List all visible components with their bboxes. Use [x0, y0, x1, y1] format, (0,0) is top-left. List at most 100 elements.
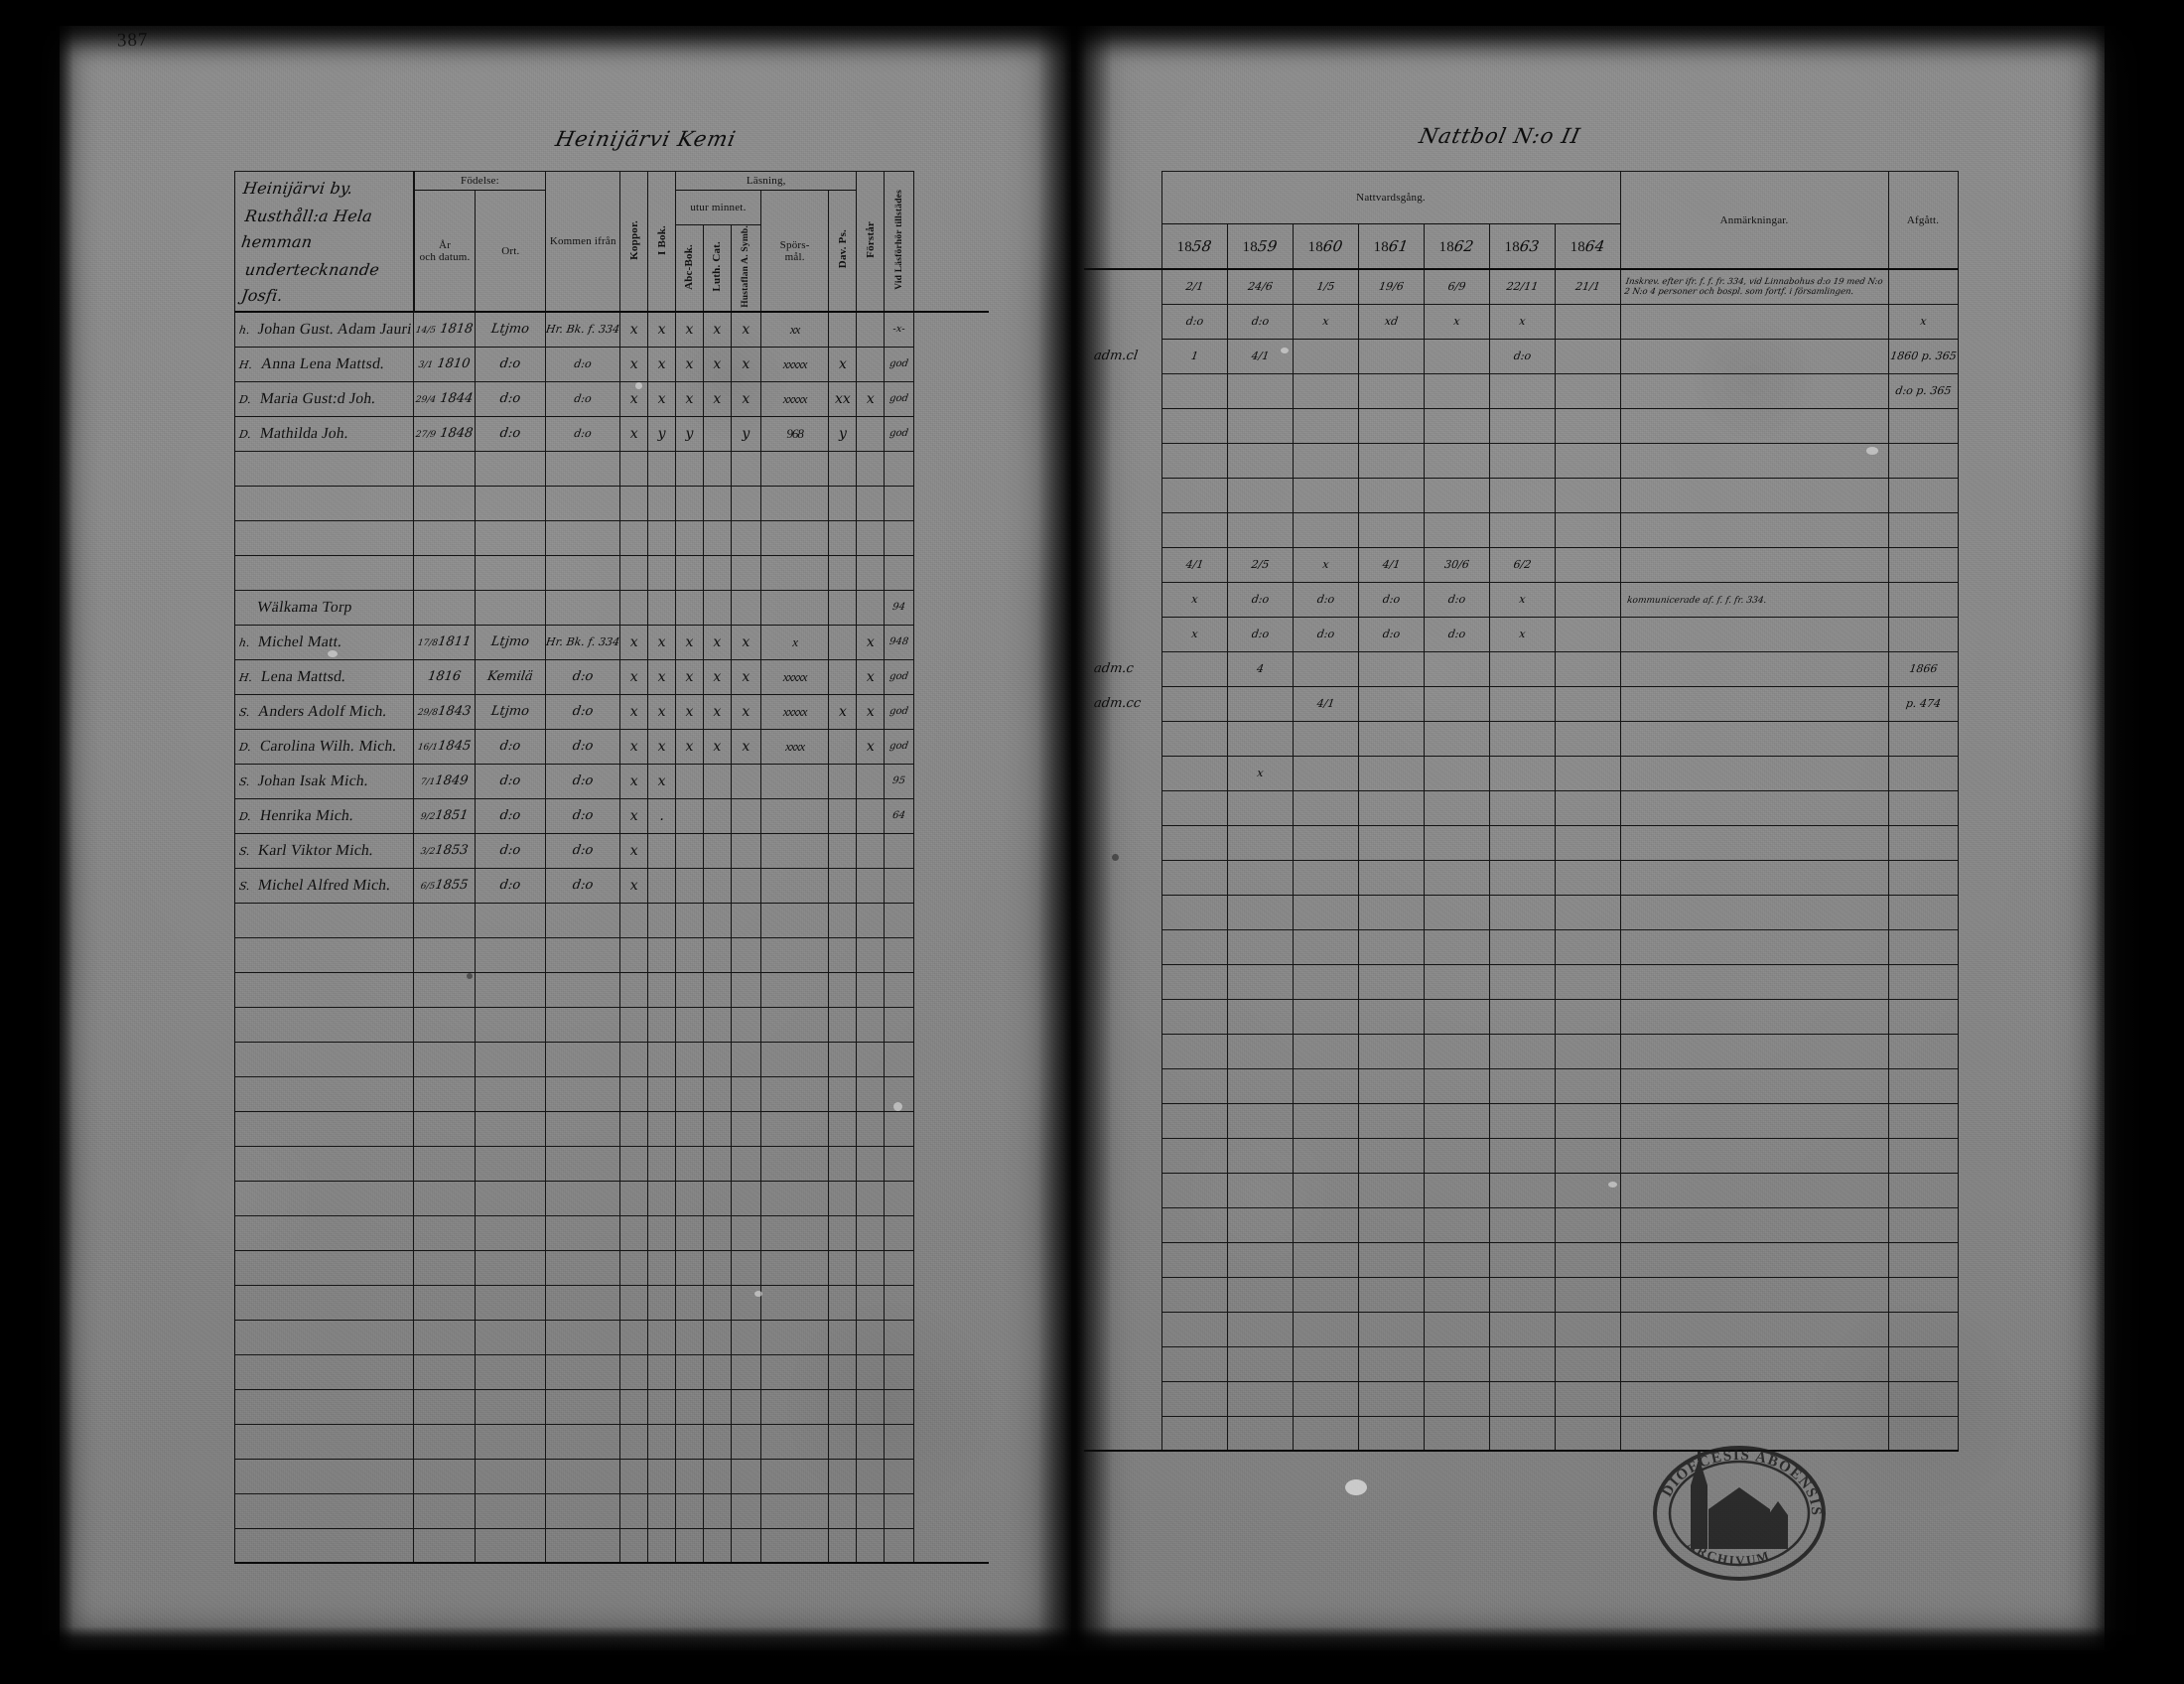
davps-cell: [828, 728, 858, 765]
communion-cell: [1554, 650, 1621, 687]
communion-cell: [1226, 928, 1294, 965]
sporsmal-cell: [759, 554, 830, 591]
hustaflan-cell: x: [730, 380, 761, 417]
communion-cell: [1357, 372, 1425, 409]
hustaflan-cell: [730, 797, 761, 834]
table-row: S. Karl Viktor Mich. 3/21853 d:o d:o x: [233, 832, 990, 869]
remarks-cell: [1619, 963, 1889, 1000]
davps-cell: x: [828, 693, 858, 730]
communion-cell: [1423, 1276, 1490, 1313]
catechism-cell: x: [702, 380, 732, 417]
birth-date-cell: 9/21851: [413, 797, 477, 834]
communion-cell: d:o: [1488, 338, 1556, 374]
communion-cell: [1357, 511, 1425, 548]
communion-cell: [1226, 1172, 1294, 1208]
smallpox-cell: x: [619, 832, 649, 869]
communion-cell: [1554, 1102, 1621, 1139]
abcbok-cell: y: [675, 415, 704, 452]
communion-cell: [1423, 650, 1490, 687]
ibok-cell: x: [647, 658, 677, 695]
ibok-cell: [647, 450, 677, 487]
departed-cell: [1887, 442, 1959, 479]
communion-cell: [1423, 1102, 1490, 1139]
hustaflan-cell: x: [730, 624, 761, 660]
communion-cell: [1357, 1206, 1425, 1243]
birth-place-cell: Ltjmo: [475, 311, 547, 348]
forstar-cell: x: [856, 624, 886, 660]
person-name-cell: [233, 1527, 415, 1564]
communion-cell: [1488, 1137, 1556, 1174]
remarks-column-header: Anmärkningar.: [1619, 171, 1889, 270]
year-column-header-1859: 1859: [1226, 223, 1294, 270]
remarks-cell: [1619, 372, 1889, 409]
abcbok-cell: [675, 867, 704, 904]
remarks-cell: [1619, 442, 1889, 479]
communion-cell: [1423, 998, 1490, 1035]
remarks-cell: [1619, 546, 1889, 583]
hustaflan-cell: y: [730, 415, 761, 452]
person-name-cell: H. Lena Mattsd.: [233, 658, 415, 695]
birth-date-cell: 6/51855: [413, 867, 477, 904]
person-name-cell: [233, 1214, 415, 1251]
hustaflan-cell: [730, 450, 761, 487]
birth-place-cell: d:o: [475, 415, 547, 452]
communion-cell: 6/2: [1488, 546, 1556, 583]
dust-speck: [328, 650, 338, 657]
remarks-cell: [1619, 1380, 1889, 1417]
departed-cell: [1887, 1102, 1959, 1139]
household-title-row: Wälkama Torp 94: [233, 589, 990, 626]
departed-cell: [1887, 511, 1959, 548]
communion-cell: [1226, 894, 1294, 930]
smallpox-cell: [619, 519, 649, 556]
communion-cell: x: [1292, 303, 1359, 340]
communion-cell: [1357, 650, 1425, 687]
communion-cell: [1226, 963, 1294, 1000]
from-cell: d:o: [545, 728, 621, 765]
communion-cell: [1357, 338, 1425, 374]
communion-cell: [1488, 1311, 1556, 1347]
table-row: [233, 1388, 990, 1425]
left-note-cell: [1084, 1277, 1162, 1312]
communion-cell: [1292, 1206, 1359, 1243]
attendance-cell: -x-: [884, 311, 915, 348]
communion-cell: [1423, 720, 1490, 757]
communion-cell: [1292, 1137, 1359, 1174]
birth-place-cell: d:o: [475, 346, 547, 382]
communion-cell: [1554, 720, 1621, 757]
communion-cell: [1488, 1345, 1556, 1382]
catechism-cell: [702, 554, 732, 591]
catechism-cell: [702, 589, 732, 626]
communion-cell: [1423, 963, 1490, 1000]
remarks-cell: [1619, 650, 1889, 687]
ibok-cell: [647, 867, 677, 904]
departed-cell: [1887, 1345, 1959, 1382]
communion-cell: [1160, 1311, 1228, 1347]
communion-cell: [1226, 511, 1294, 548]
communion-cell: x: [1488, 303, 1556, 340]
forstar-cell: x: [856, 728, 886, 765]
communion-cell: [1488, 372, 1556, 409]
left-note-cell: [1084, 269, 1162, 304]
abcbok-cell: [675, 450, 704, 487]
dust-speck: [1345, 1479, 1367, 1495]
attendance-cell: [884, 867, 915, 904]
from-cell: [545, 450, 621, 487]
table-row: D. Carolina Wilh. Mich. 16/11845 d:o d:o…: [233, 728, 990, 765]
communion-cell: [1423, 372, 1490, 409]
departed-cell: [1887, 1067, 1959, 1104]
catechism-cell: x: [702, 693, 732, 730]
communion-cell: [1488, 720, 1556, 757]
communion-cell: [1423, 1206, 1490, 1243]
forstar-cell: [856, 519, 886, 556]
communion-cell: x: [1226, 755, 1294, 791]
remarks-cell: [1619, 1137, 1889, 1174]
birth-place-cell: d:o: [475, 867, 547, 904]
remarks-cell: [1619, 303, 1889, 340]
table-row: [1084, 1415, 1959, 1452]
birth-place-column-header: Ort.: [475, 190, 547, 313]
table-row: [233, 1492, 990, 1529]
forstar-cell: [856, 763, 886, 799]
communion-cell: [1292, 1276, 1359, 1313]
davps-cell: [828, 554, 858, 591]
communion-cell: [1357, 685, 1425, 722]
